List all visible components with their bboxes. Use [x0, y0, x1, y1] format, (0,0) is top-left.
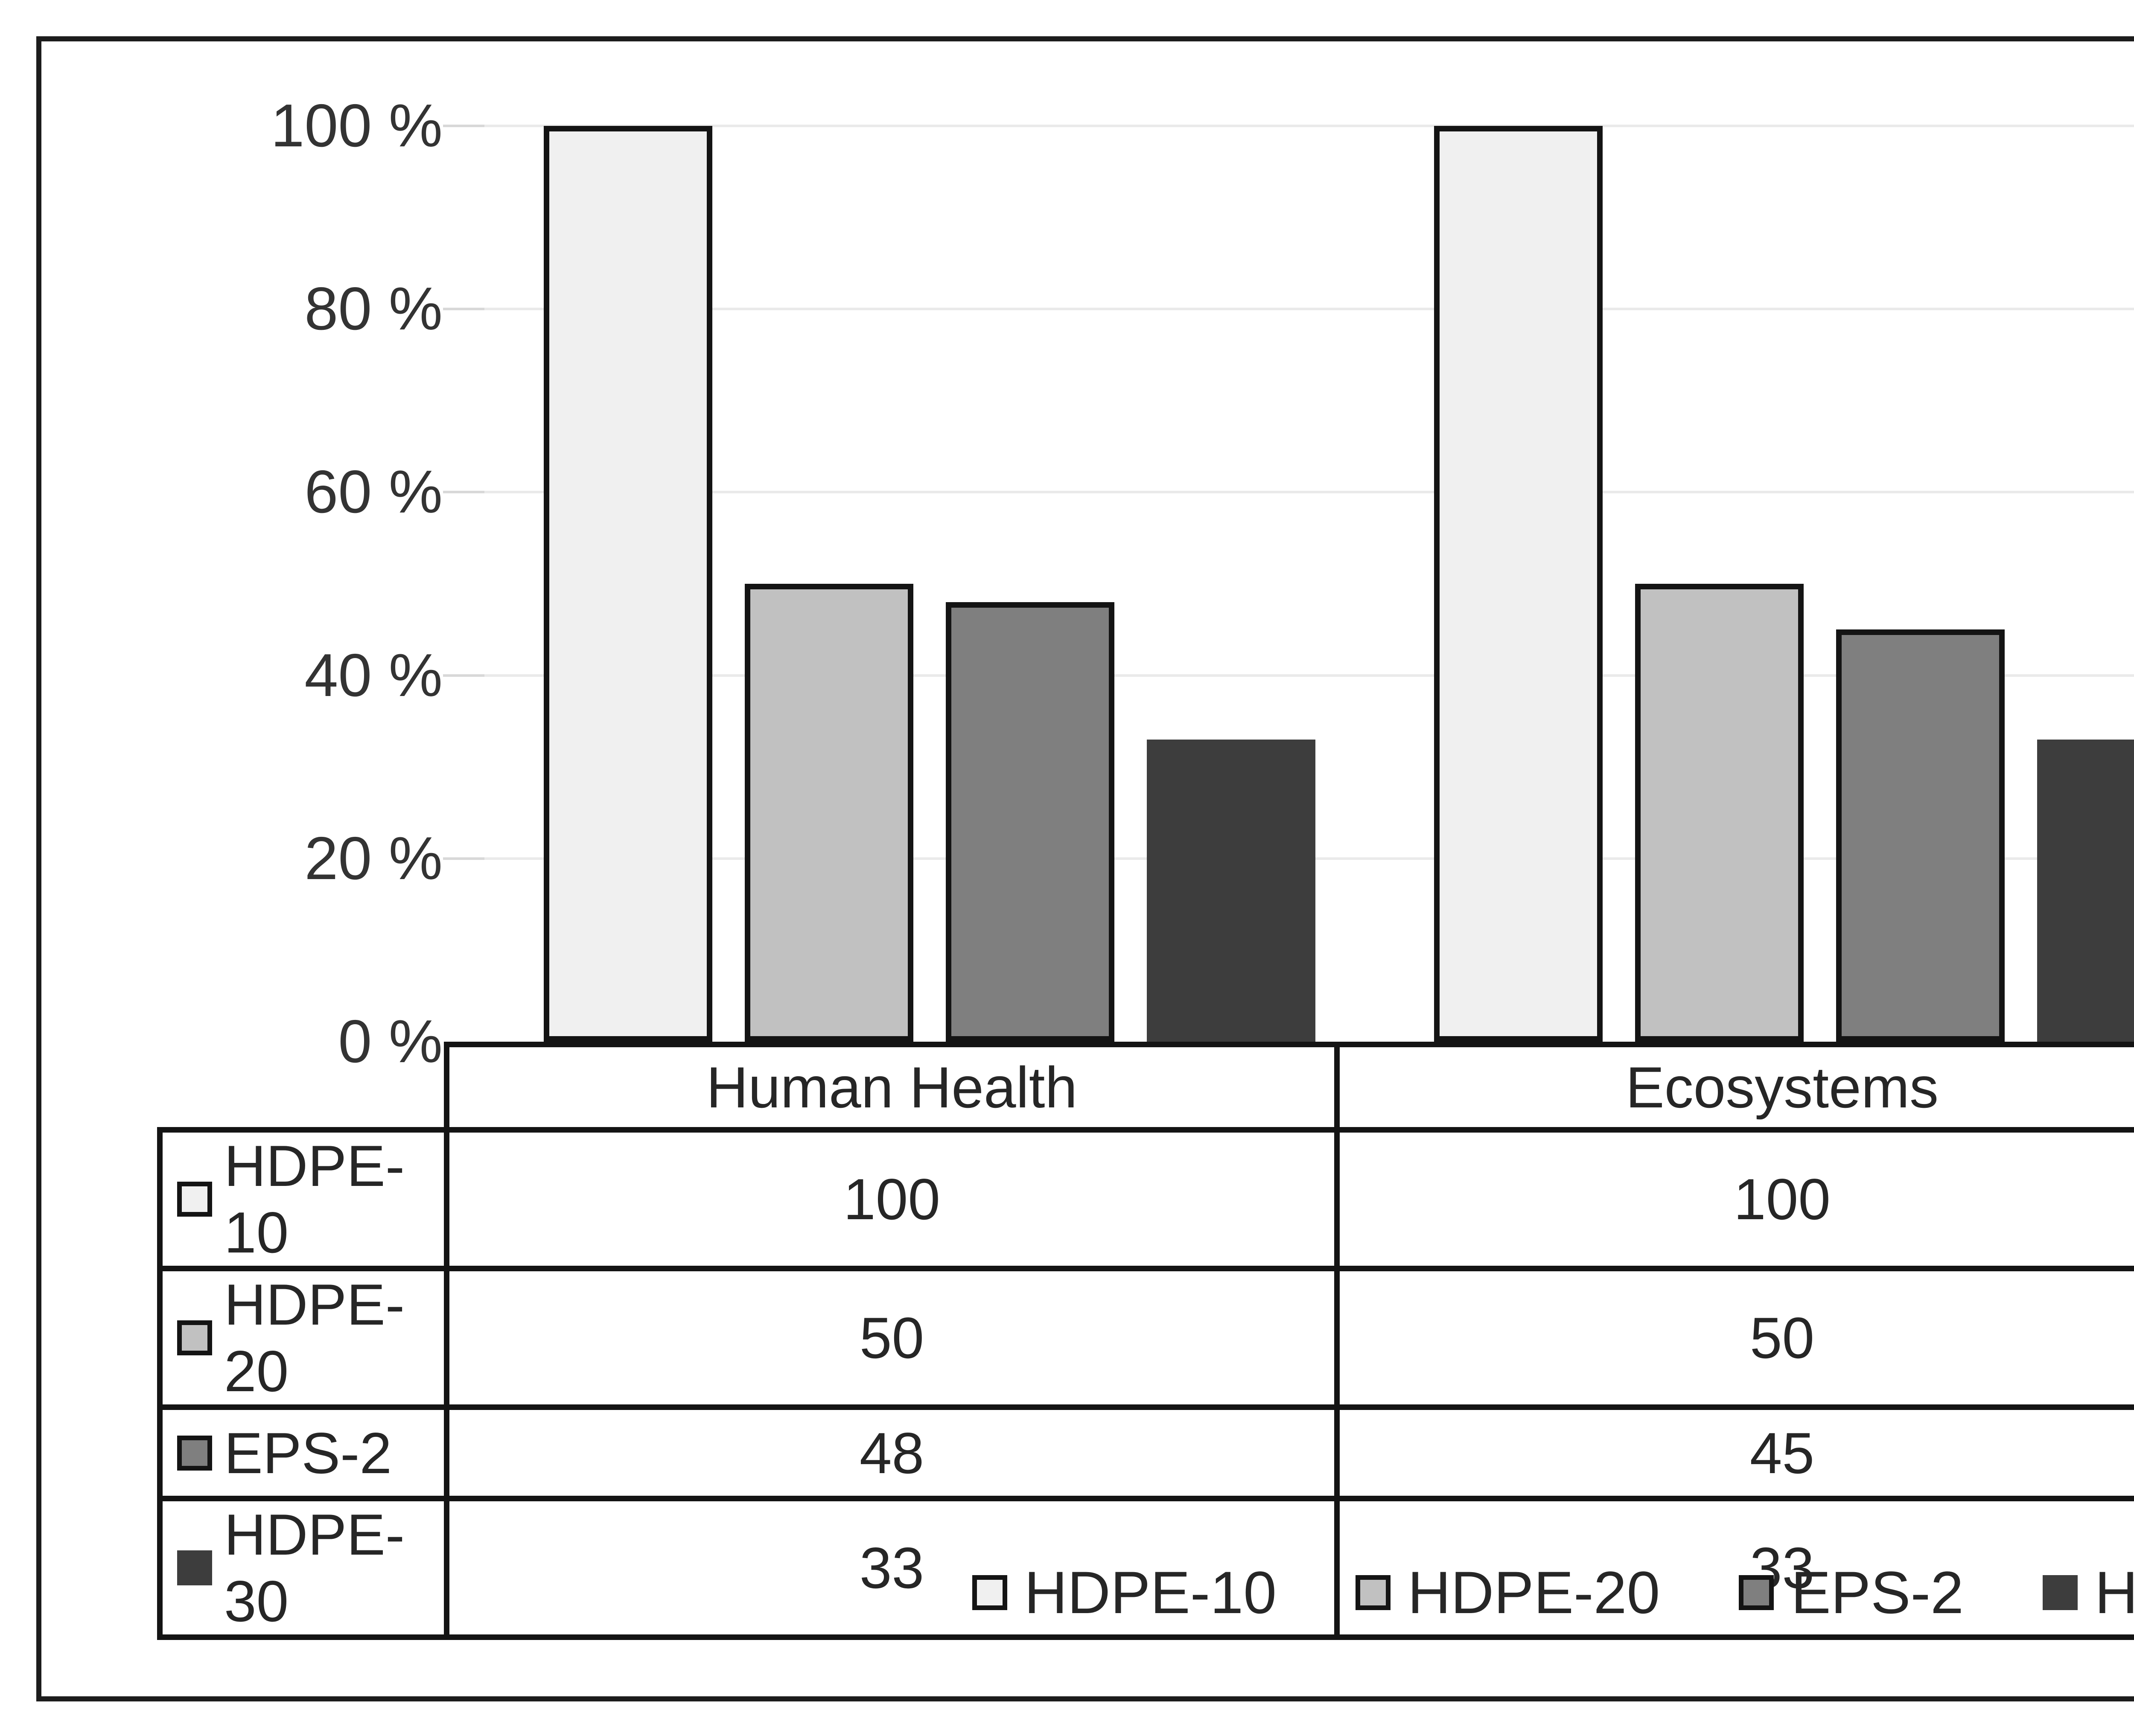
legend-item-hdpe-20: HDPE-20 [1356, 1558, 1660, 1627]
y-axis-tick [443, 125, 484, 127]
y-axis-label: 0 % [338, 1008, 443, 1075]
row-header-label: HDPE-10 [224, 1133, 405, 1265]
row-header-content: HDPE-10 [163, 1133, 444, 1266]
table-row-header-hdpe-20: HDPE-20 [157, 1266, 449, 1410]
legend-item-label: HDPE-20 [1408, 1559, 1660, 1626]
category-group-human-health [484, 126, 1375, 1042]
legend-item-hdpe-30: HDPE-30 [2042, 1558, 2134, 1627]
bar-hdpe-20-human-health [745, 584, 914, 1042]
bar-eps-2-ecosystems [1836, 629, 2005, 1042]
row-header-label: HDPE-30 [224, 1502, 405, 1634]
y-axis-label: 20 % [304, 824, 443, 892]
legend-item-hdpe-10: HDPE-10 [972, 1558, 1277, 1627]
table-row-header-hdpe-10: HDPE-10 [157, 1127, 449, 1271]
y-axis-tick [443, 857, 484, 860]
row-header-label: HDPE-20 [224, 1272, 405, 1404]
legend-item-eps-2: EPS-2 [1739, 1558, 1964, 1627]
gridline-40% [484, 674, 2134, 677]
table-header-human-health: Human Health [444, 1042, 1340, 1133]
plot-area [484, 125, 2134, 1048]
table-cell-hdpe-30-ecosystems: 33 [1334, 1496, 2134, 1640]
table-row-eps-2: EPS-2484540 [157, 1404, 2134, 1501]
table-corner-spacer [160, 1045, 447, 1130]
row-header-content: HDPE-20 [163, 1271, 444, 1404]
legend-swatch-icon [972, 1575, 1007, 1610]
legend-item-label: HDPE-30 [2094, 1559, 2134, 1626]
table-cell-hdpe-20-ecosystems: 50 [1334, 1266, 2134, 1410]
data-table: Human HealthEcosystemsResourcesHDPE-1010… [157, 1042, 2134, 1640]
chart-frame: 100 % 80 % 60 % 40 % 20 % 0 % Human Health Eco… [36, 36, 2134, 1701]
legend-key-icon [177, 1435, 212, 1471]
row-header-content: HDPE-30 [163, 1501, 444, 1634]
category-group-ecosystems [1375, 126, 2134, 1042]
table-row-hdpe-20: HDPE-20505050 [157, 1266, 2134, 1410]
bar-hdpe-10-ecosystems [1434, 126, 1603, 1042]
legend-item-label: EPS-2 [1791, 1559, 1964, 1626]
row-header-label: EPS-2 [224, 1420, 392, 1486]
table-cell-eps-2-ecosystems: 45 [1334, 1404, 2134, 1501]
bar-hdpe-10-human-health [544, 126, 713, 1042]
legend-key-icon [177, 1320, 212, 1355]
row-header-content: EPS-2 [163, 1420, 444, 1486]
gridline-60% [484, 491, 2134, 494]
y-axis-tick [443, 308, 484, 311]
bar-eps-2-human-health [946, 602, 1115, 1042]
gridline-80% [484, 308, 2134, 311]
table-cell-hdpe-10-ecosystems: 100 [1334, 1127, 2134, 1271]
table-row-hdpe-30: HDPE-30333333 [157, 1496, 2134, 1640]
table-row-header-eps-2: EPS-2 [157, 1404, 449, 1501]
bar-hdpe-30-ecosystems [2037, 740, 2134, 1042]
y-axis-tick [443, 674, 484, 677]
y-axis-label: 80 % [304, 275, 443, 343]
table-row-header-hdpe-30: HDPE-30 [157, 1496, 449, 1640]
table-header-ecosystems: Ecosystems [1334, 1042, 2134, 1133]
legend-swatch-icon [2042, 1575, 2078, 1610]
y-axis-label: 60 % [304, 458, 443, 526]
bar-hdpe-30-human-health [1147, 740, 1316, 1042]
legend-key-icon [177, 1182, 212, 1217]
y-axis-label: 100 % [271, 92, 443, 160]
legend-key-icon [177, 1550, 212, 1585]
legend-item-label: HDPE-10 [1024, 1559, 1277, 1626]
legend-swatch-icon [1356, 1575, 1391, 1610]
table-cell-hdpe-30-human-health: 33 [444, 1496, 1340, 1640]
chart-legend: HDPE-10 HDPE-20 EPS-2 HDPE-30 [41, 1539, 2134, 1646]
legend-swatch-icon [1739, 1575, 1774, 1610]
bar-hdpe-20-ecosystems [1635, 584, 1804, 1042]
table-row-hdpe-10: HDPE-10100100100 [157, 1127, 2134, 1271]
table-cell-hdpe-10-human-health: 100 [444, 1127, 1340, 1271]
gridline-100% [484, 125, 2134, 127]
table-cell-eps-2-human-health: 48 [444, 1404, 1340, 1501]
y-axis-label: 40 % [304, 641, 443, 709]
y-axis-tick [443, 491, 484, 494]
table-cell-hdpe-20-human-health: 50 [444, 1266, 1340, 1410]
